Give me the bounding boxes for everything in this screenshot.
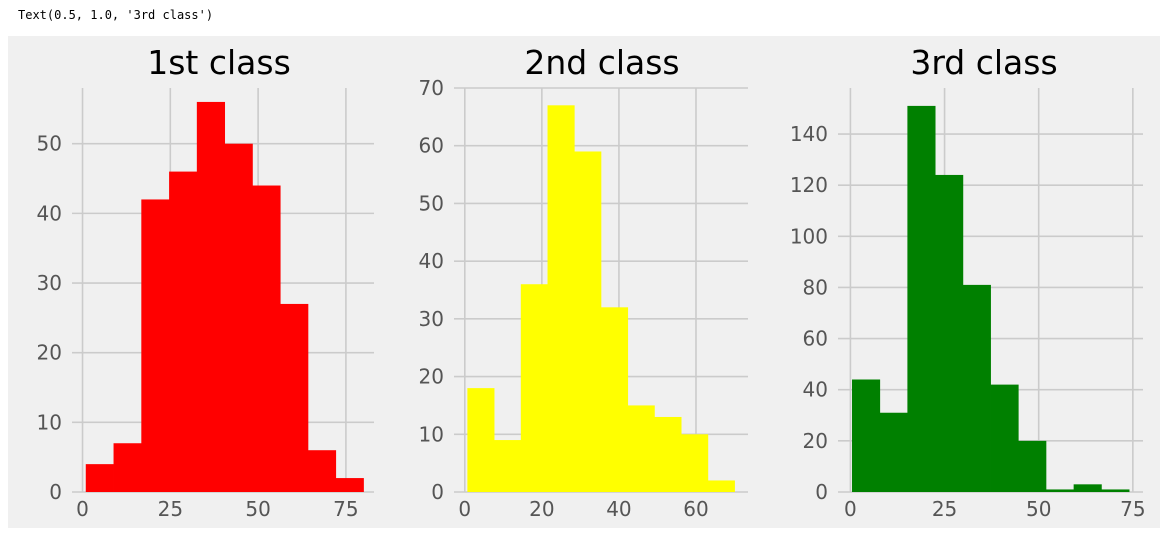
y-tick-label: 50: [419, 191, 444, 215]
y-tick-label: 70: [419, 76, 444, 100]
subplot-2nd-class: 2nd class 0 10 20 30 40 50 60 70 0 20 40 60: [419, 43, 748, 521]
y-tick-label: 50: [37, 132, 62, 156]
y-tick-label: 10: [419, 422, 444, 446]
histogram-bar: [1045, 489, 1075, 492]
histogram-bars: [85, 101, 364, 493]
x-tick-label: 40: [606, 497, 631, 521]
y-tick-label: 40: [803, 378, 828, 402]
tick-labels: 0 20 40 60 80 100 120 140 0 25 50 75: [790, 122, 1146, 521]
histogram-bar: [280, 303, 309, 492]
y-tick-label: 80: [803, 275, 828, 299]
subplot-title: 1st class: [147, 43, 291, 82]
histogram-bar: [600, 307, 629, 492]
x-tick-label: 75: [1120, 497, 1145, 521]
x-tick-label: 20: [529, 497, 554, 521]
y-tick-label: 120: [790, 173, 828, 197]
x-tick-label: 25: [932, 497, 957, 521]
histogram-bar: [907, 105, 936, 492]
y-tick-label: 30: [37, 271, 62, 295]
histogram-bars: [467, 105, 735, 493]
histogram-bar: [962, 284, 991, 492]
histogram-bar: [467, 388, 495, 492]
subplot-3rd-class: 3rd class 0 20 40 60 80 100 120 140 0 25 50 75: [790, 43, 1146, 521]
histogram-bars: [852, 105, 1130, 492]
tick-labels: 0 10 20 30 40 50 60 70 0 20 40 60: [419, 76, 709, 521]
histogram-bar: [1101, 489, 1130, 492]
histogram-bar: [1018, 440, 1047, 492]
histogram-bar: [935, 174, 964, 492]
histogram-bar: [654, 416, 682, 492]
histogram-bar: [494, 440, 522, 492]
histogram-bar: [335, 478, 364, 492]
histogram-bar: [141, 199, 170, 492]
histogram-bar: [574, 151, 602, 492]
histogram-bar: [1073, 484, 1102, 492]
cell-output-text: Text(0.5, 1.0, '3rd class'): [18, 8, 214, 22]
y-tick-label: 60: [419, 134, 444, 158]
histogram-bar: [547, 105, 575, 493]
histogram-bar: [879, 412, 908, 492]
histogram-bar: [169, 171, 198, 492]
histogram-bar: [990, 384, 1019, 492]
y-tick-label: 10: [37, 410, 62, 434]
y-tick-label: 20: [37, 341, 62, 365]
histogram-bar: [252, 185, 281, 492]
subplot-title: 2nd class: [524, 43, 679, 82]
y-tick-label: 0: [431, 480, 444, 504]
x-tick-label: 50: [245, 497, 270, 521]
x-tick-label: 0: [76, 497, 89, 521]
y-tick-label: 20: [803, 429, 828, 453]
y-tick-label: 0: [49, 480, 62, 504]
y-tick-label: 140: [790, 122, 828, 146]
x-tick-label: 75: [333, 497, 358, 521]
x-tick-label: 0: [844, 497, 857, 521]
y-tick-label: 60: [803, 327, 828, 351]
x-tick-label: 60: [683, 497, 708, 521]
histogram-bar: [196, 101, 226, 493]
y-tick-label: 20: [419, 365, 444, 389]
subplot-1st-class: 1st class 0 10 20 30 40 50 0 25 50 75: [37, 43, 374, 521]
histogram-bar: [307, 450, 337, 492]
histogram-bar: [224, 143, 253, 493]
tick-labels: 0 10 20 30 40 50 0 25 50 75: [37, 132, 359, 521]
subplot-title: 3rd class: [910, 43, 1057, 82]
y-tick-label: 30: [419, 307, 444, 331]
y-tick-label: 0: [815, 480, 828, 504]
histogram-bar: [627, 405, 655, 492]
y-tick-label: 100: [790, 224, 828, 248]
histogram-bar: [707, 480, 735, 492]
y-tick-label: 40: [419, 249, 444, 273]
x-tick-label: 25: [158, 497, 183, 521]
histogram-bar: [113, 443, 142, 492]
histogram-bar: [681, 434, 709, 492]
histogram-bar: [85, 464, 114, 492]
x-tick-label: 50: [1026, 497, 1051, 521]
figure: 1st class 0 10 20 30 40 50 0 25 50 75 2nd class 0…: [8, 36, 1160, 528]
y-tick-label: 40: [37, 201, 62, 225]
x-tick-label: 0: [458, 497, 471, 521]
histogram-bar: [520, 284, 548, 492]
histogram-bar: [852, 379, 881, 492]
